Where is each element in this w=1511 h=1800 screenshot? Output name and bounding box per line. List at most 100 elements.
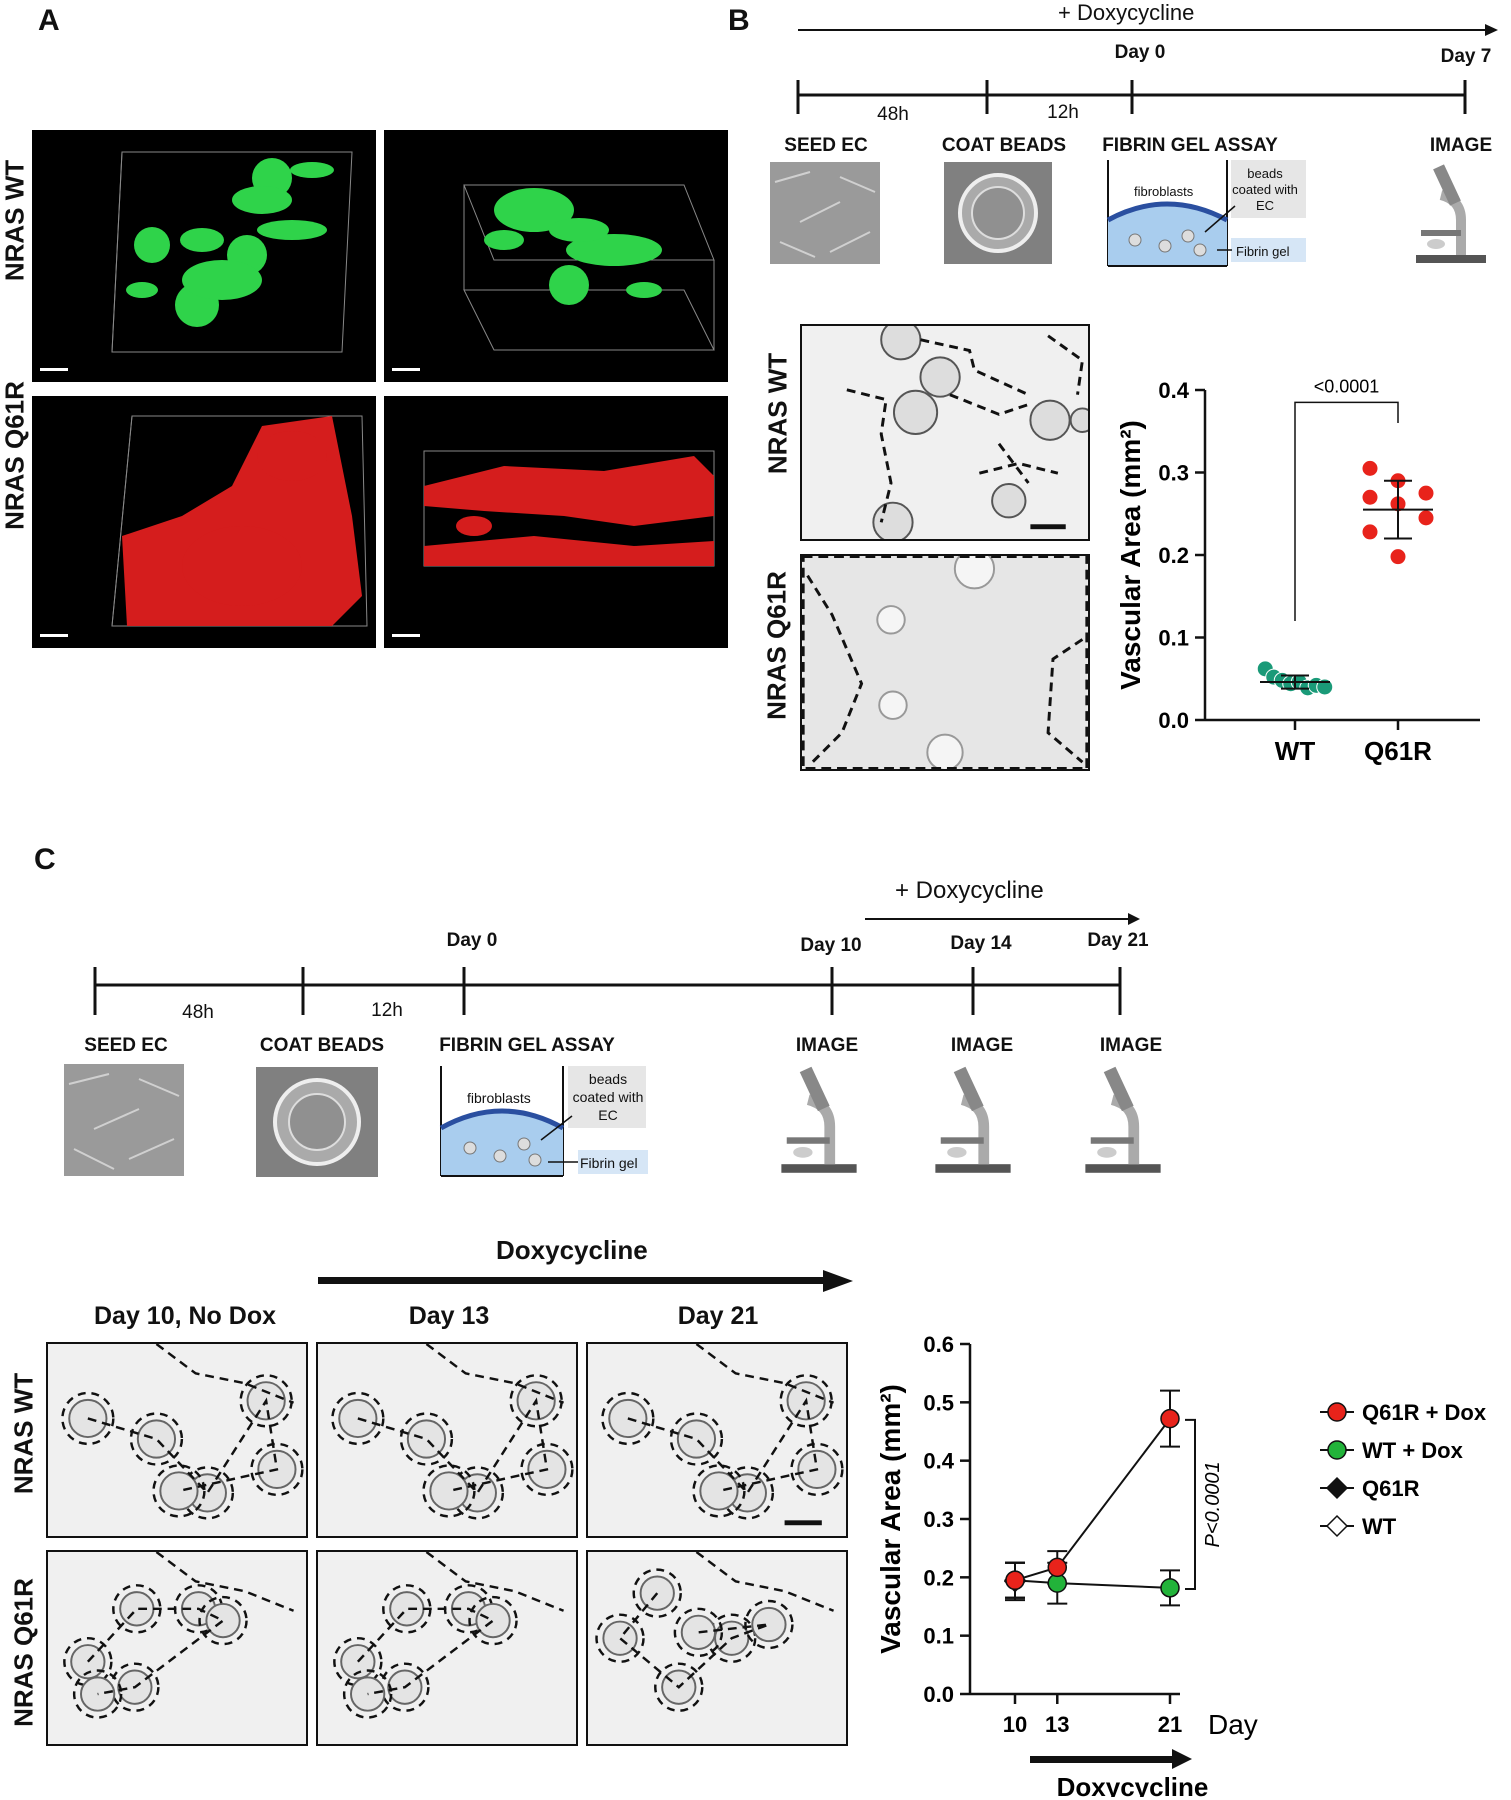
panel-b-interval-12h: 12h — [1047, 102, 1079, 123]
panel-c-step-image-3: IMAGE — [1099, 1035, 1163, 1056]
y-tick-label: 0.6 — [923, 1332, 954, 1357]
panel-c-dox-arrow — [318, 1270, 853, 1292]
x-tick-label: Q61R — [1364, 736, 1432, 766]
significance-label: <0.0001 — [1314, 376, 1380, 396]
microscope-icon-c2 — [935, 1066, 1011, 1173]
microscope-icon — [1416, 164, 1486, 263]
data-point — [1047, 1557, 1068, 1578]
y-tick-label: 0.4 — [1158, 378, 1189, 403]
data-point — [1005, 1570, 1025, 1590]
chart-vascular-area-c: 0.0 0.1 0.2 0.3 0.4 0.5 0.6 Vascular Area (mm²)… — [875, 1332, 1487, 1797]
panel-c-micrograph-q61r-col1 — [46, 1550, 308, 1746]
panel-c-gel-fibrin: Fibrin gel — [580, 1155, 638, 1171]
panel-b-row-label-q61r: NRAS Q61R — [761, 571, 792, 720]
3d-render-wt-2 — [384, 130, 728, 382]
significance-label: P<0.0001 — [1202, 1461, 1224, 1547]
panel-c-micrograph-wt-col1 — [46, 1342, 308, 1538]
panel-c-step-fibrin: FIBRIN GEL ASSAY — [439, 1035, 615, 1056]
significance-bracket — [1185, 1418, 1196, 1590]
panel-c-micrograph-wt-col3 — [586, 1342, 848, 1538]
legend-marker — [1325, 1514, 1349, 1538]
legend-marker — [1327, 1402, 1347, 1422]
legend-label: WT + Dox — [1362, 1438, 1464, 1463]
panel-b-micrograph-wt — [800, 324, 1090, 541]
y-tick-label: 0.1 — [1158, 626, 1189, 651]
y-tick-label: 0.2 — [923, 1565, 954, 1590]
data-point — [1361, 459, 1379, 477]
x-axis-label: Day — [1208, 1709, 1258, 1740]
panel-c-micrograph-q61r-col3 — [586, 1550, 848, 1746]
legend-marker — [1325, 1476, 1349, 1500]
x-tick-label: WT — [1275, 736, 1316, 766]
panel-b-step-image: IMAGE — [1429, 135, 1493, 156]
panel-a-letter: A — [38, 4, 60, 37]
panel-b-dox-label: + Doxycycline — [1058, 0, 1195, 25]
panel-c-step-image-2: IMAGE — [950, 1035, 1014, 1056]
legend-label: Q61R — [1362, 1476, 1420, 1501]
legend-label: Q61R + Dox — [1362, 1400, 1487, 1425]
panel-a-row-label-q61r: NRAS Q61R — [0, 381, 30, 530]
3d-render-q61r-1 — [32, 396, 376, 648]
x-tick-label: 21 — [1158, 1712, 1182, 1737]
panel-b-step-coat: COAT BEADS — [941, 135, 1067, 156]
fibrin-gel-diagram-c — [439, 1066, 648, 1177]
series-line — [1014, 1579, 1171, 1589]
panel-c-gel-beads: beads coated with EC — [572, 1071, 644, 1123]
data-point — [1160, 1578, 1180, 1598]
legend-label: WT — [1362, 1514, 1397, 1539]
panel-a-row-label-wt: NRAS WT — [0, 159, 30, 282]
coat-beads-thumbnail — [944, 162, 1052, 264]
x-arrow-head — [1172, 1749, 1192, 1769]
y-tick-label: 0.0 — [1158, 708, 1189, 733]
panel-b-micrograph-q61r — [800, 554, 1090, 771]
panel-c-timeline — [93, 913, 1140, 1015]
panel-b-timeline — [796, 24, 1498, 114]
x-arrow-shaft — [1030, 1756, 1173, 1763]
panel-b-day0: Day 0 — [1114, 42, 1166, 63]
panel-b-gel-fibroblasts: fibroblasts — [1134, 184, 1194, 199]
microscope-icon-c3 — [1085, 1066, 1161, 1173]
panel-c-day14: Day 14 — [950, 933, 1012, 954]
significance-bracket — [1294, 401, 1399, 621]
panel-c-day10: Day 10 — [800, 935, 862, 956]
data-point — [1160, 1408, 1180, 1429]
x-tick-label: 10 — [1003, 1712, 1027, 1737]
panel-c-micrograph-wt-col2 — [316, 1342, 578, 1538]
panel-c-dox-arrow-label: Doxycycline — [496, 1235, 648, 1265]
x-tick-label: 13 — [1045, 1712, 1069, 1737]
panel-b-row-label-wt: NRAS WT — [762, 352, 793, 475]
panel-c-interval-48h: 48h — [182, 1002, 214, 1023]
panel-c-interval-12h: 12h — [371, 1000, 403, 1021]
y-tick-label: 0.3 — [923, 1507, 954, 1532]
coat-beads-thumbnail-c — [256, 1067, 378, 1177]
panel-c-step-coat: COAT BEADS — [259, 1035, 385, 1056]
panel-c-col-day13: Day 13 — [408, 1302, 490, 1330]
panel-b-gel-fibrin: Fibrin gel — [1236, 244, 1290, 259]
seed-ec-thumbnail — [770, 162, 880, 264]
legend-marker — [1327, 1440, 1347, 1460]
panel-b-gel-beads: beads coated with EC — [1232, 166, 1298, 213]
data-point — [1417, 509, 1435, 527]
panel-b-letter: B — [728, 4, 750, 37]
panel-c-dox-label: + Doxycycline — [895, 877, 1044, 904]
data-point — [1417, 484, 1435, 502]
y-axis-label: Vascular Area (mm²) — [875, 1384, 906, 1654]
panel-c-col-day10: Day 10, No Dox — [93, 1302, 277, 1330]
y-axis-label: Vascular Area (mm²) — [1115, 420, 1146, 690]
panel-c-step-image-1: IMAGE — [795, 1035, 859, 1056]
panel-c-micrograph-q61r-col2 — [316, 1550, 578, 1746]
panel-c-letter: C — [34, 843, 56, 876]
panel-c-gel-fibroblasts: fibroblasts — [467, 1090, 531, 1106]
y-tick-label: 0.4 — [923, 1449, 954, 1474]
y-tick-label: 0.3 — [1158, 461, 1189, 486]
y-tick-label: 0.1 — [923, 1624, 954, 1649]
panel-b-interval-48h: 48h — [877, 104, 909, 125]
panel-b-day7: Day 7 — [1440, 46, 1492, 67]
data-point — [1389, 548, 1407, 566]
panel-c-row-label-q61r: NRAS Q61R — [8, 1578, 39, 1727]
series-line — [1014, 1418, 1171, 1582]
chart-vascular-area-b: 0.0 0.1 0.2 0.3 0.4 Vascular Area (mm²) WT Q61R… — [1115, 376, 1480, 766]
fibrin-gel-diagram — [1106, 160, 1306, 267]
seed-ec-thumbnail-c — [64, 1064, 184, 1176]
x-arrow-label: Doxycycline — [1057, 1772, 1209, 1797]
